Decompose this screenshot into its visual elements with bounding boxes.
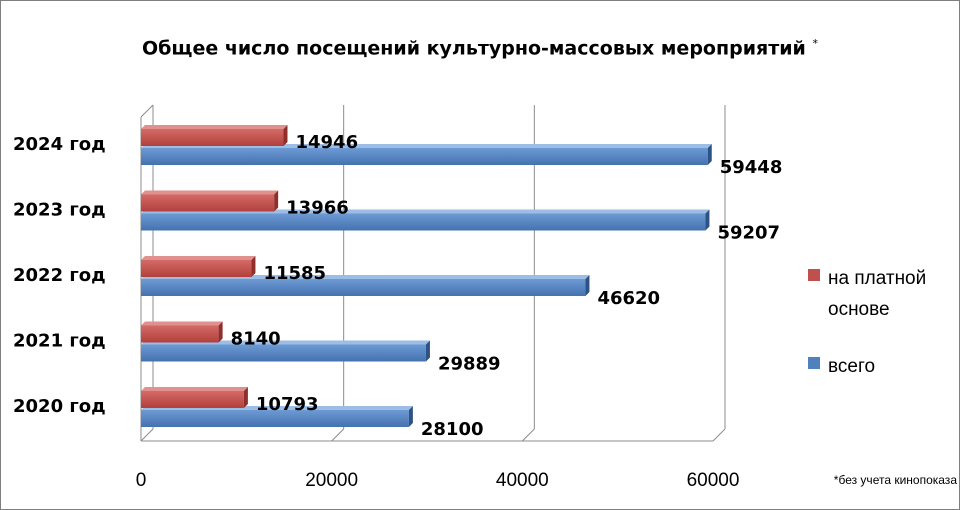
- bar: [141, 279, 586, 296]
- category-label: 2021 год: [13, 331, 106, 352]
- x-axis-floor: [140, 428, 154, 442]
- chart-title: Общее число посещений культурно-массовых…: [1, 37, 959, 59]
- legend-swatch-paid: [808, 269, 820, 281]
- data-label-total: 59448: [720, 157, 783, 178]
- data-label-paid: 10793: [256, 394, 319, 415]
- footnote: *без учета кинопоказа: [833, 473, 957, 487]
- data-label-total: 29889: [438, 354, 501, 375]
- bar-end-face: [707, 144, 712, 165]
- data-label-paid: 13966: [286, 198, 349, 219]
- bar-end-face: [274, 190, 279, 212]
- bars-group: [141, 125, 712, 427]
- bar: [141, 213, 706, 231]
- x-tick-labels: 0 20000 40000 60000: [136, 470, 740, 491]
- data-label-paid: 11585: [263, 263, 326, 284]
- chart-title-text: Общее число посещений культурно-массовых…: [142, 37, 806, 60]
- bar: [141, 129, 284, 146]
- legend-swatch-total: [808, 357, 820, 369]
- bar-top-face: [141, 209, 710, 214]
- bar-end-face: [585, 275, 590, 296]
- category-label: 2024 год: [13, 134, 106, 155]
- gridline-floor: [331, 428, 345, 442]
- bar: [141, 194, 275, 212]
- category-label: 2023 год: [13, 200, 106, 221]
- bar: [141, 344, 426, 362]
- bar: [141, 148, 708, 165]
- category-labels: 2024 год 2023 год 2022 год 2021 год 2020 год: [13, 134, 106, 417]
- x-tick-label: 0: [136, 470, 147, 491]
- data-label-paid: 8140: [231, 329, 281, 350]
- bar: [141, 410, 409, 427]
- x-tick-label: 60000: [687, 470, 740, 491]
- x-tick-label: 20000: [305, 470, 358, 491]
- bar-end-face: [705, 209, 710, 231]
- gridline-floor: [521, 428, 535, 442]
- category-label: 2022 год: [13, 265, 106, 286]
- bar-top-face: [141, 321, 223, 326]
- data-labels: 14946 59448 13966 59207 11585 46620 8140 29889 1…: [231, 132, 783, 440]
- title-asterisk: *: [812, 37, 818, 50]
- bar: [141, 260, 252, 277]
- bar-end-face: [425, 340, 430, 362]
- bar-end-face: [283, 125, 288, 146]
- x-tick-label: 40000: [496, 470, 549, 491]
- legend-label-total: всего: [828, 356, 875, 377]
- gridline-floor: [712, 428, 726, 442]
- bar-top-face: [141, 256, 256, 260]
- bar-end-face: [251, 256, 256, 277]
- bar-top-face: [141, 387, 248, 391]
- bar-end-face: [408, 406, 413, 427]
- bar-top-face: [141, 275, 590, 279]
- legend-label-paid-2: основе: [828, 299, 890, 320]
- category-label: 2020 год: [13, 396, 106, 417]
- bar-top-face: [141, 125, 288, 129]
- data-label-paid: 14946: [295, 132, 358, 153]
- data-label-total: 28100: [421, 419, 484, 440]
- bar-end-face: [243, 387, 248, 408]
- y-axis-top: [140, 104, 154, 118]
- data-label-total: 59207: [717, 223, 780, 244]
- bar: [141, 391, 244, 408]
- bar-end-face: [218, 321, 223, 343]
- bar: [141, 325, 219, 343]
- legend-label-paid-1: на платной: [828, 268, 926, 289]
- legend: на платной основе всего: [808, 268, 926, 377]
- bar-top-face: [141, 190, 279, 195]
- data-label-total: 46620: [597, 288, 660, 309]
